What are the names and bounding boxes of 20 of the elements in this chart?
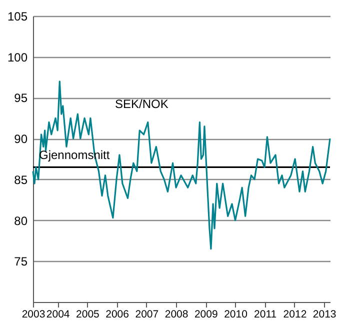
annotation: SEK/NOK xyxy=(115,97,168,111)
x-tick-label: 2012 xyxy=(283,308,307,320)
x-tick-label: 2004 xyxy=(46,308,70,320)
y-tick-label: 95 xyxy=(14,91,28,106)
x-tick-label: 2009 xyxy=(194,308,218,320)
x-tick-label: 2006 xyxy=(106,308,130,320)
y-tick-label: 75 xyxy=(14,254,28,269)
x-tick-label: 2005 xyxy=(76,308,100,320)
line-series xyxy=(32,80,331,250)
y-tick-label: 100 xyxy=(7,50,28,64)
y-tick-label: 105 xyxy=(7,10,28,24)
y-tick-label: 80 xyxy=(14,214,28,228)
y-tick-label: 90 xyxy=(14,132,28,146)
x-tick-label: 2011 xyxy=(254,308,277,320)
x-tick-label: 2007 xyxy=(135,308,159,320)
x-tick-label: 2010 xyxy=(224,308,248,320)
x-tick-label: 2003 xyxy=(22,308,46,320)
x-tick-label: 2013 xyxy=(312,308,336,320)
x-tick-label: 2008 xyxy=(164,308,188,320)
y-tick-label: 85 xyxy=(14,172,28,187)
